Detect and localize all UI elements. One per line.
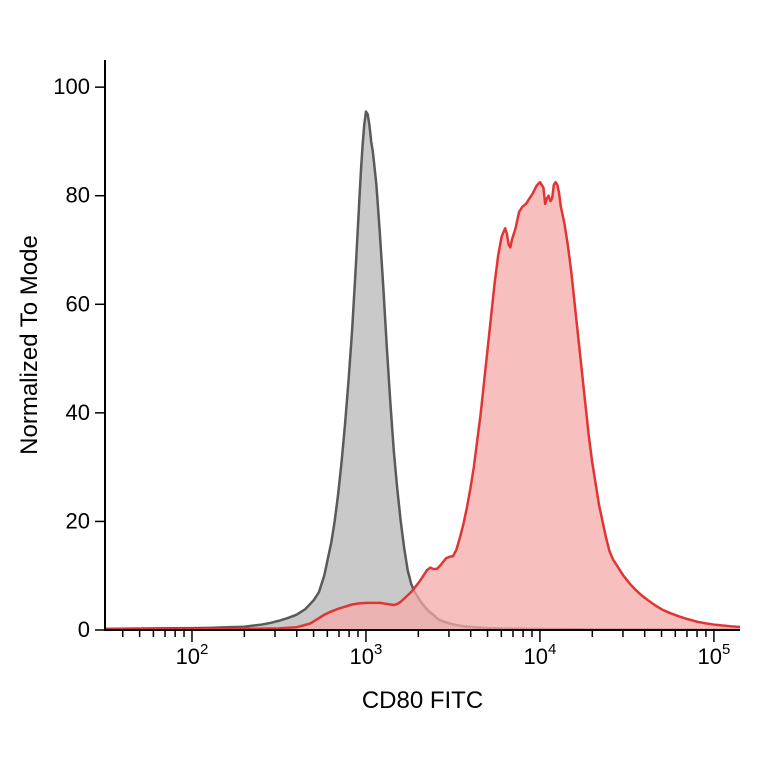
chart-svg: 020406080100102103104105Normalized To Mo… (0, 0, 764, 764)
y-tick-label: 20 (66, 508, 90, 533)
y-tick-label: 100 (53, 74, 90, 99)
y-tick-label: 60 (66, 291, 90, 316)
y-tick-label: 40 (66, 400, 90, 425)
y-axis-label: Normalized To Mode (16, 235, 43, 455)
flow-cytometry-histogram: 020406080100102103104105Normalized To Mo… (0, 0, 764, 764)
y-tick-label: 0 (78, 617, 90, 642)
y-tick-label: 80 (66, 183, 90, 208)
x-axis-label: CD80 FITC (362, 687, 483, 714)
